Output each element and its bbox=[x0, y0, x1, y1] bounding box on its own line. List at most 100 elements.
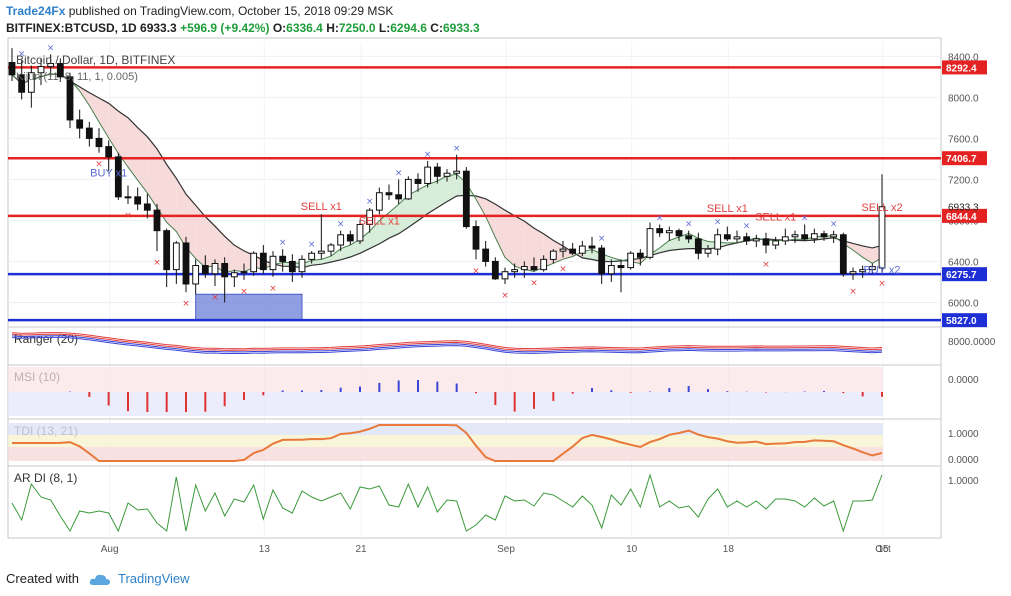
sell-cross-marker: × bbox=[530, 279, 538, 289]
ma-band-fill bbox=[418, 184, 428, 221]
candle-body bbox=[443, 172, 451, 177]
price-change: +596.9 (+9.42%) bbox=[180, 21, 270, 35]
buy-cross-marker: × bbox=[47, 43, 55, 53]
sell-cross-marker: × bbox=[182, 299, 190, 309]
candle-body bbox=[511, 269, 519, 273]
candle-body bbox=[66, 76, 74, 121]
tradingview-link[interactable]: TradingView bbox=[118, 571, 190, 586]
candle-body bbox=[76, 119, 84, 129]
candle-body bbox=[530, 266, 538, 271]
candle-body bbox=[288, 260, 296, 273]
ma-band-fill bbox=[427, 181, 438, 214]
price-tick-label: 7600.0 bbox=[948, 134, 979, 145]
symbol: BITFINEX:BTCUSD, 1D bbox=[6, 21, 137, 35]
high-value: 7250.0 bbox=[338, 21, 376, 35]
candle-body bbox=[723, 234, 731, 240]
buy-cross-marker: × bbox=[801, 214, 809, 224]
sell-cross-marker: × bbox=[762, 260, 770, 270]
candle-body bbox=[18, 74, 26, 93]
candle-body bbox=[105, 146, 113, 158]
ma-band-fill bbox=[398, 195, 409, 234]
buy-cross-marker: × bbox=[453, 144, 461, 154]
candle-body bbox=[182, 242, 190, 285]
pane-tick-label: 1.0000 bbox=[948, 476, 979, 487]
ma-band-fill bbox=[89, 92, 99, 122]
level-price-tag bbox=[942, 151, 987, 166]
ma-band-fill bbox=[234, 245, 244, 272]
overlay-legend: Kijun (11, 8, 11, 1, 0.005) bbox=[16, 71, 138, 83]
sell-cross-marker: × bbox=[849, 287, 857, 297]
candle-body bbox=[569, 248, 577, 254]
pane-tick-label: 0.0000 bbox=[948, 455, 979, 466]
sell-cross-marker: × bbox=[501, 291, 509, 301]
candle-body bbox=[153, 209, 161, 232]
ma-band-fill bbox=[215, 226, 225, 273]
candle-body bbox=[298, 258, 306, 273]
buy-cross-marker: × bbox=[598, 234, 606, 244]
candle-body bbox=[327, 244, 335, 252]
candle-body bbox=[375, 192, 383, 211]
buy-cross-marker: × bbox=[685, 220, 693, 230]
buy-cross-marker: × bbox=[18, 49, 26, 59]
candle-body bbox=[752, 238, 760, 242]
tdi-lower-zone bbox=[8, 447, 883, 461]
time-tick-label: 13 bbox=[259, 544, 271, 555]
signal-annotation: SELL x2 bbox=[861, 202, 902, 214]
tdi-upper-zone bbox=[8, 423, 883, 435]
high-label: H: bbox=[326, 21, 339, 35]
time-tick-label: 21 bbox=[355, 544, 367, 555]
level-price-label: 6275.7 bbox=[946, 270, 977, 281]
candle-body bbox=[636, 252, 644, 258]
candle-body bbox=[385, 192, 393, 196]
sell-cross-marker: × bbox=[472, 266, 480, 276]
indicator-panes: Ranger (20)MSI (10)TDI (13, 21)AR DI (8,… bbox=[8, 326, 941, 533]
candle-body bbox=[559, 248, 567, 252]
level-price-label: 5827.0 bbox=[946, 316, 977, 327]
tdi-line bbox=[12, 424, 883, 462]
candle-body bbox=[694, 238, 702, 254]
ranger-band-line bbox=[11, 333, 883, 351]
ma-band-fill bbox=[311, 259, 322, 266]
candle-body bbox=[820, 233, 828, 238]
candle-body bbox=[491, 260, 499, 280]
ma-band-fill bbox=[447, 174, 457, 202]
price-axis: 6000.06400.06800.07200.07600.08000.08400… bbox=[942, 52, 996, 487]
level-price-tag bbox=[942, 60, 987, 75]
ma-band-fill bbox=[118, 111, 128, 168]
candle-body bbox=[27, 72, 35, 93]
candle-body bbox=[250, 252, 258, 273]
candle-body bbox=[859, 269, 867, 273]
candle-body bbox=[791, 234, 799, 238]
time-tick-label: 18 bbox=[723, 544, 735, 555]
ma-band-fill bbox=[369, 220, 380, 249]
candle-body bbox=[656, 228, 664, 234]
level-price-tag bbox=[942, 208, 987, 223]
sell-cross-marker: × bbox=[878, 279, 886, 289]
candle-body bbox=[665, 230, 673, 234]
current-price-label: 6933.3 bbox=[948, 203, 979, 214]
ma-band-fill bbox=[99, 97, 109, 138]
candle-body bbox=[85, 127, 93, 139]
candle-body bbox=[598, 247, 606, 275]
candle-body bbox=[317, 250, 325, 254]
tradingview-cloud-icon bbox=[89, 574, 110, 586]
ma-band-fill bbox=[659, 240, 670, 253]
price-chart[interactable]: × × × × × × × × × × × × × × × × × × × × × × × × × × × × × × BUY x1 SELL… bbox=[0, 0, 1011, 570]
candle-body bbox=[346, 234, 354, 242]
candle-body bbox=[627, 252, 635, 269]
candle-body bbox=[143, 203, 151, 211]
candle-body bbox=[762, 238, 770, 246]
candle-body bbox=[868, 266, 876, 271]
ma-band-fill bbox=[176, 178, 186, 248]
candle-body bbox=[124, 196, 132, 199]
candle-body bbox=[549, 250, 557, 260]
ma-band-fill bbox=[524, 221, 534, 272]
publisher-name[interactable]: Trade24Fx bbox=[6, 4, 66, 18]
candle-body bbox=[356, 224, 364, 242]
support-zone-box bbox=[195, 293, 303, 321]
ma-band-fill bbox=[514, 215, 525, 270]
buy-cross-marker: × bbox=[656, 214, 664, 224]
level-price-label: 8292.4 bbox=[946, 63, 977, 74]
candle-body bbox=[704, 248, 712, 254]
candle-body bbox=[733, 236, 741, 240]
